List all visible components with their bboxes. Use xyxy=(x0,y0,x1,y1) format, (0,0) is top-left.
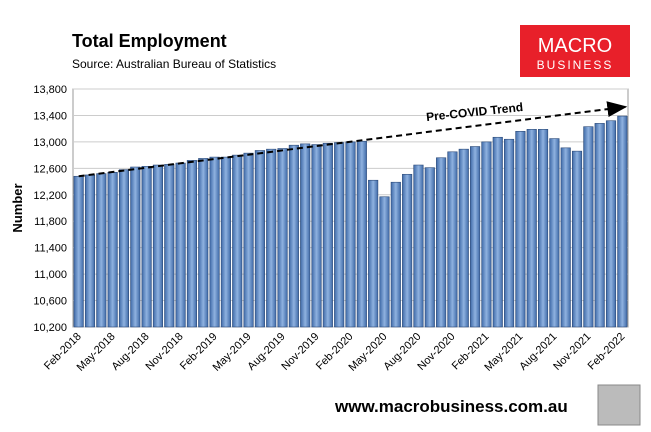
bar xyxy=(413,164,424,328)
y-tick-label: 11,000 xyxy=(34,269,67,281)
bar xyxy=(390,181,401,328)
bar xyxy=(334,142,345,328)
bar xyxy=(118,169,130,328)
bar xyxy=(322,142,333,328)
bar xyxy=(152,164,164,328)
bar xyxy=(617,115,628,328)
y-tick-label: 13,400 xyxy=(33,110,67,122)
bar xyxy=(175,162,186,328)
y-tick-label: 13,000 xyxy=(33,137,67,149)
bar xyxy=(526,129,537,328)
bar xyxy=(84,174,96,328)
bar xyxy=(549,138,560,328)
bar xyxy=(266,148,277,328)
bar xyxy=(232,154,243,328)
bar xyxy=(458,148,469,328)
y-tick-label: 11,400 xyxy=(34,243,67,255)
x-tick-label: Feb-2022 xyxy=(586,331,628,373)
bar xyxy=(220,156,231,328)
bar xyxy=(356,140,367,328)
y-tick-label: 10,200 xyxy=(33,322,67,334)
bar xyxy=(96,173,107,328)
subtitle: Source: Australian Bureau of Statistics xyxy=(72,57,276,71)
footer: www.macrobusiness.com.au xyxy=(334,397,568,416)
bar xyxy=(300,143,311,328)
bar xyxy=(107,172,118,328)
bar xyxy=(277,148,288,328)
bar xyxy=(311,144,322,328)
y-tick-label: 10,600 xyxy=(33,296,67,308)
bar xyxy=(560,147,571,328)
bar xyxy=(243,152,254,328)
bar xyxy=(504,138,515,328)
bar xyxy=(424,167,435,328)
bar xyxy=(594,123,605,328)
bar xyxy=(345,141,356,328)
bar xyxy=(198,158,209,328)
y-tick-label: 11,800 xyxy=(34,216,67,228)
logo xyxy=(520,25,630,77)
bar xyxy=(254,150,265,328)
bar xyxy=(130,166,141,328)
bar xyxy=(447,151,458,328)
bar xyxy=(379,196,390,328)
bar xyxy=(481,141,492,328)
y-tick-label: 13,800 xyxy=(33,84,67,96)
chart-title: Total Employment xyxy=(72,31,227,51)
bar xyxy=(186,160,197,328)
bar xyxy=(164,164,175,328)
bar xyxy=(402,173,413,328)
bar xyxy=(73,175,84,328)
bar xyxy=(436,157,447,328)
logo-text: MACRO xyxy=(538,35,612,57)
bar xyxy=(571,150,583,328)
bar xyxy=(209,156,220,328)
y-tick-label: 12,600 xyxy=(33,163,67,175)
bar xyxy=(368,179,379,328)
bar xyxy=(537,129,549,328)
bar xyxy=(288,144,299,328)
trend-line xyxy=(78,101,628,178)
bar xyxy=(492,136,503,328)
bar xyxy=(605,120,617,328)
bar xyxy=(583,126,594,328)
bar xyxy=(515,131,526,328)
logo-icon xyxy=(597,384,641,426)
logo-text: BUSINESS xyxy=(537,58,614,72)
bar xyxy=(470,146,481,328)
y-tick-label: 12,200 xyxy=(33,190,67,202)
bar xyxy=(141,166,152,328)
y-axis-label: Number xyxy=(10,183,25,232)
